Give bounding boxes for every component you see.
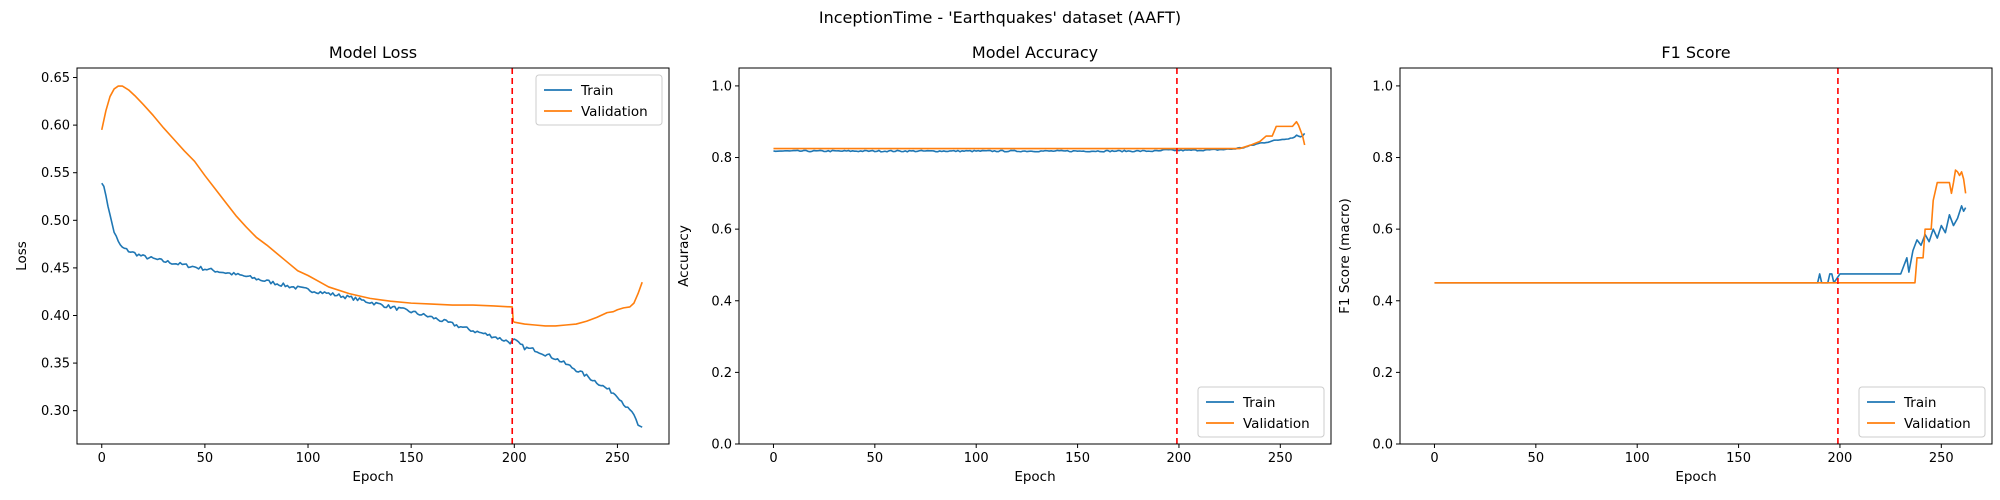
y-tick-label: 0.40 bbox=[41, 309, 70, 324]
y-tick-label: 0.45 bbox=[41, 261, 70, 276]
axes-frame bbox=[76, 67, 670, 445]
y-tick-label: 0.30 bbox=[41, 404, 70, 419]
chart-panel-3: F1 Score 0 50 100 150 200 250 0.0 0.2 0.4 0.6 0.8 1.… bbox=[1337, 43, 1993, 485]
x-axis-label: Epoch bbox=[1014, 469, 1055, 485]
legend-box bbox=[535, 74, 663, 126]
series-line-train bbox=[773, 132, 1306, 153]
y-tick-label: 0.6 bbox=[711, 223, 732, 238]
panel-title: Model Accuracy bbox=[972, 43, 1098, 62]
legend-label-validation: Validation bbox=[581, 104, 648, 120]
y-tick-label: 0.6 bbox=[1372, 223, 1393, 238]
axes-frame bbox=[1399, 67, 1993, 445]
x-tick-label: 100 bbox=[296, 451, 321, 466]
plot-data bbox=[100, 68, 643, 444]
y-tick-label: 1.0 bbox=[1372, 79, 1393, 94]
y-tick-label: 0.35 bbox=[41, 357, 70, 372]
series-line-validation bbox=[1434, 169, 1967, 284]
y-tick-label: 0.60 bbox=[41, 119, 70, 134]
y-axis-label: Accuracy bbox=[676, 225, 692, 287]
series-line-train bbox=[1434, 205, 1967, 284]
x-tick-label: 200 bbox=[1167, 451, 1192, 466]
x-tick-label: 0 bbox=[769, 451, 777, 466]
y-tick-label: 1.0 bbox=[711, 79, 732, 94]
y-tick-label: 0.55 bbox=[41, 166, 70, 181]
plot-data bbox=[773, 68, 1306, 444]
axes-frame bbox=[738, 67, 1332, 445]
plot-data bbox=[1434, 68, 1967, 444]
x-tick-label: 50 bbox=[197, 451, 214, 466]
chart-panel-2: Model Accuracy 0 50 100 150 200 250 0.0 0.2 0.4 0.… bbox=[676, 43, 1332, 485]
y-tick-label: 0.0 bbox=[1372, 438, 1393, 453]
series-line-validation bbox=[773, 120, 1306, 150]
x-tick-label: 100 bbox=[1625, 451, 1650, 466]
x-tick-label: 0 bbox=[1430, 451, 1438, 466]
legend-label-train: Train bbox=[580, 83, 613, 99]
x-tick-label: 0 bbox=[98, 451, 106, 466]
legend-label-train: Train bbox=[1242, 395, 1275, 411]
x-tick-label: 250 bbox=[605, 451, 630, 466]
x-axis-label: Epoch bbox=[352, 469, 393, 485]
legend-box bbox=[1197, 386, 1325, 438]
y-tick-label: 0.0 bbox=[711, 438, 732, 453]
y-axis-label: Loss bbox=[14, 241, 30, 271]
x-tick-label: 200 bbox=[502, 451, 527, 466]
figure-title: InceptionTime - 'Earthquakes' dataset (A… bbox=[819, 8, 1181, 27]
y-tick-label: 0.2 bbox=[711, 366, 732, 381]
x-tick-label: 150 bbox=[399, 451, 424, 466]
x-tick-label: 250 bbox=[1929, 451, 1954, 466]
x-tick-label: 100 bbox=[964, 451, 989, 466]
legend-label-validation: Validation bbox=[1243, 416, 1310, 432]
panel-title: Model Loss bbox=[329, 43, 417, 62]
y-tick-label: 0.65 bbox=[41, 71, 70, 86]
y-tick-label: 0.2 bbox=[1372, 366, 1393, 381]
x-axis-label: Epoch bbox=[1675, 469, 1716, 485]
legend-label-train: Train bbox=[1903, 395, 1936, 411]
x-tick-label: 50 bbox=[1528, 451, 1545, 466]
y-tick-label: 0.8 bbox=[1372, 151, 1393, 166]
legend-label-validation: Validation bbox=[1904, 416, 1971, 432]
x-tick-label: 50 bbox=[867, 451, 884, 466]
x-tick-label: 150 bbox=[1065, 451, 1090, 466]
legend-box bbox=[1858, 386, 1986, 438]
x-tick-label: 150 bbox=[1726, 451, 1751, 466]
series-line-train bbox=[101, 182, 643, 428]
y-tick-label: 0.50 bbox=[41, 214, 70, 229]
y-tick-label: 0.8 bbox=[711, 151, 732, 166]
x-tick-label: 200 bbox=[1828, 451, 1853, 466]
panel-title: F1 Score bbox=[1661, 43, 1730, 62]
y-tick-label: 0.4 bbox=[1372, 294, 1393, 309]
y-axis-label: F1 Score (macro) bbox=[1337, 198, 1353, 314]
y-tick-label: 0.4 bbox=[711, 294, 732, 309]
series-line-validation bbox=[100, 85, 643, 327]
chart-panel-1: Model Loss 0 50 100 150 200 250 0.30 0.35 0.40 0.4… bbox=[14, 43, 670, 485]
x-tick-label: 250 bbox=[1268, 451, 1293, 466]
